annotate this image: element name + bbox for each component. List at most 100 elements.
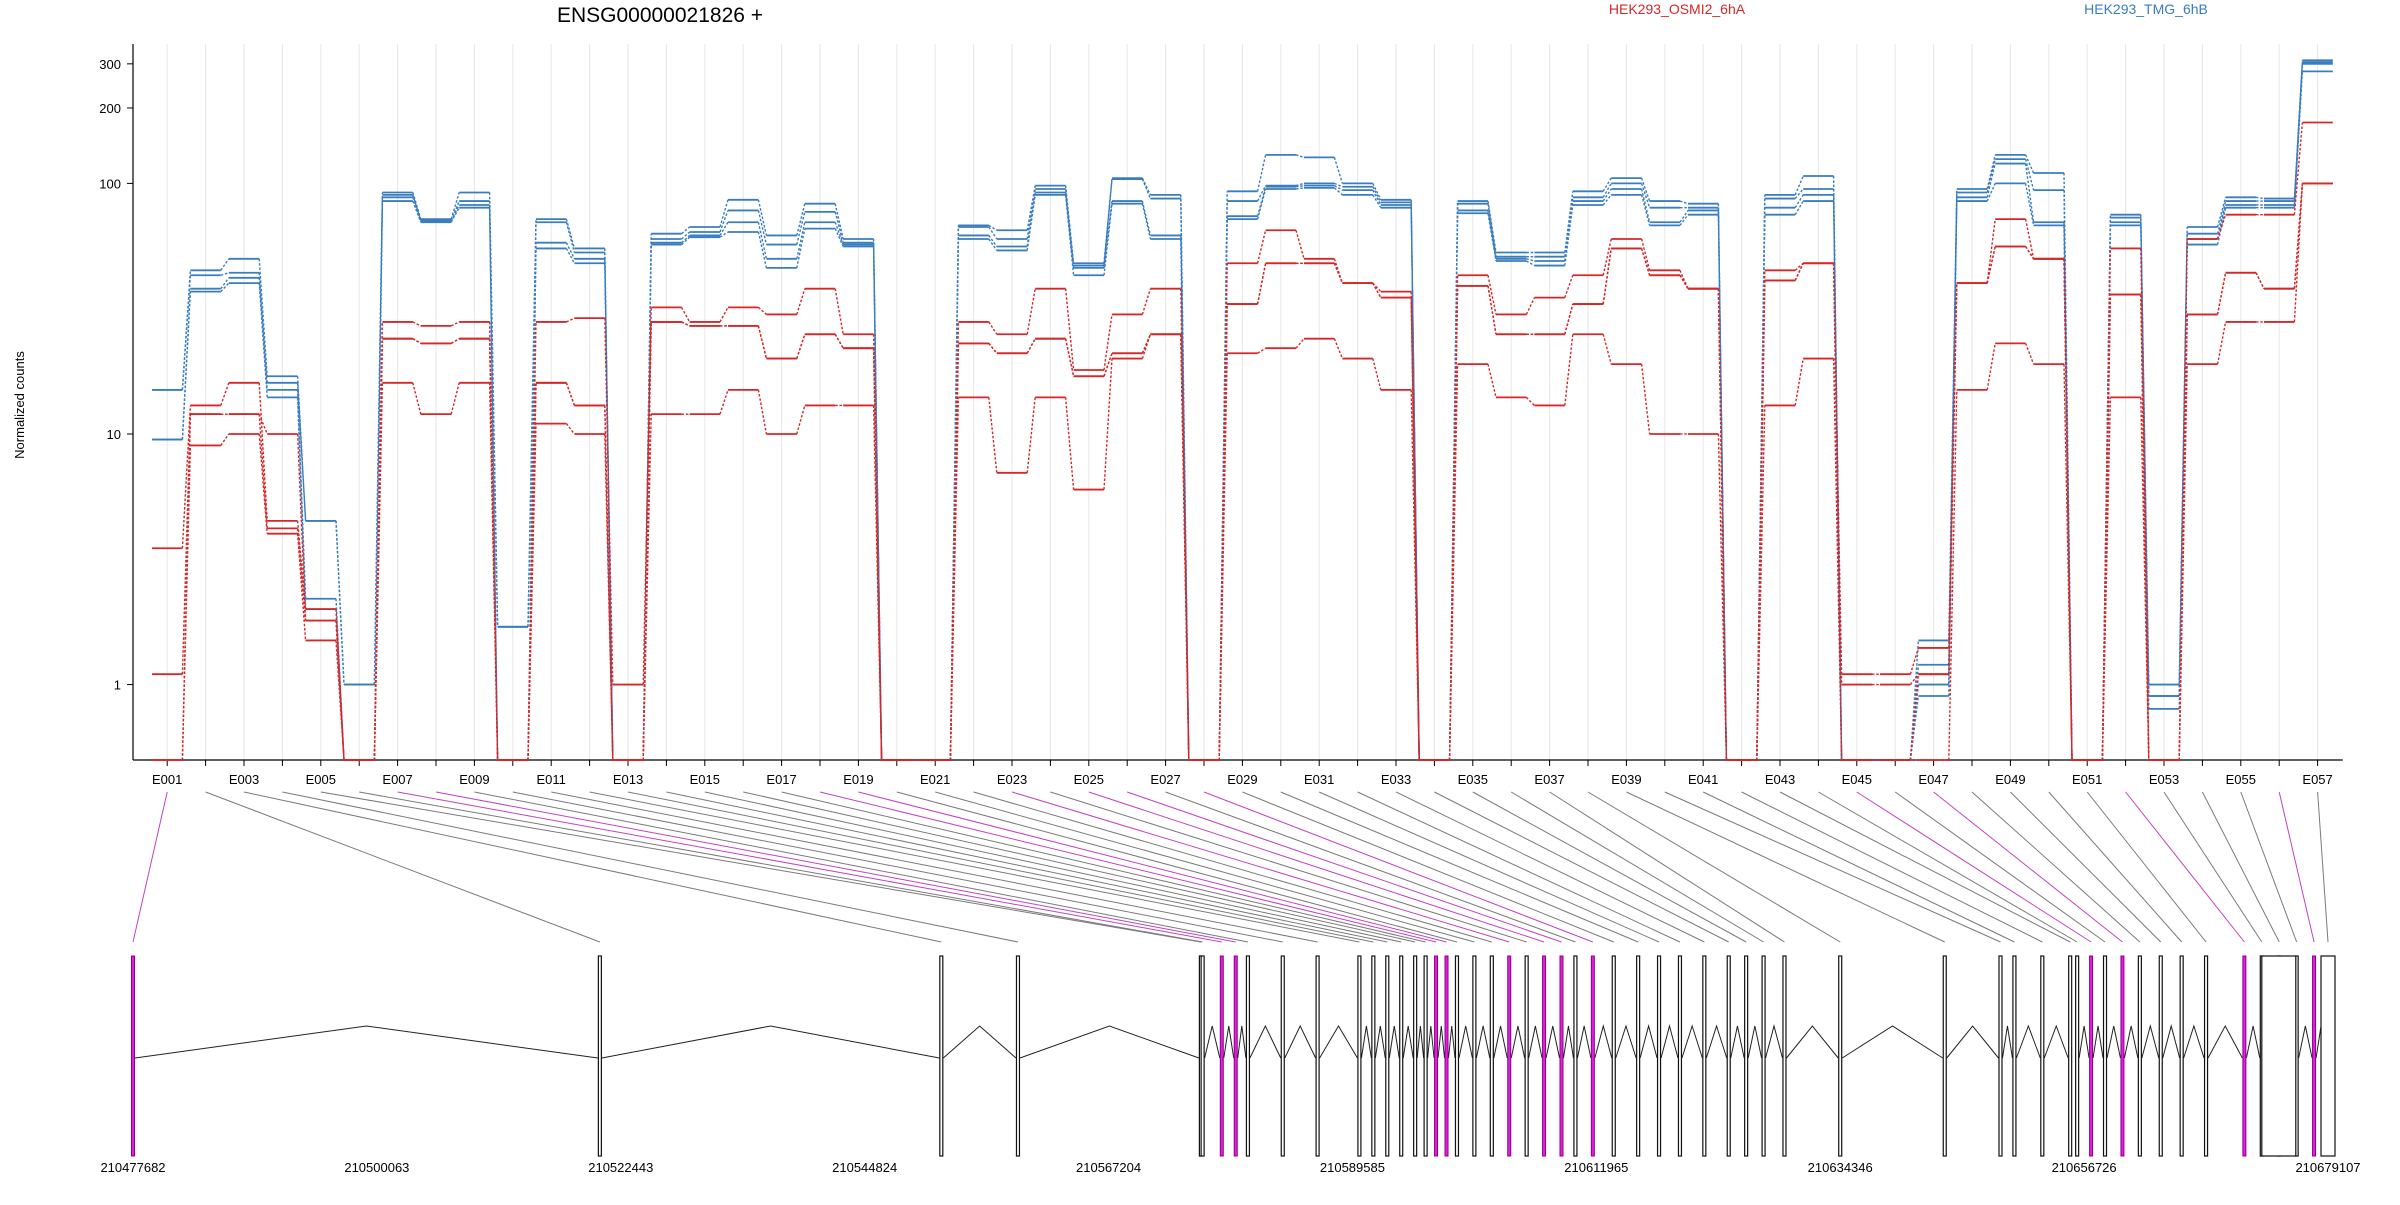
exon-box: [1454, 955, 1460, 1157]
series-connector: [757, 389, 768, 435]
series-connector: [796, 288, 806, 315]
chart-title: ENSG00000021826 +: [557, 4, 763, 27]
series-connector: [2024, 154, 2035, 174]
series-connector: [450, 207, 460, 223]
intron-line: [1615, 1024, 1637, 1059]
x-tick-label: E005: [306, 772, 336, 787]
series-connector: [1602, 248, 1612, 305]
series-connector: [2216, 321, 2227, 365]
intron-line: [2078, 1025, 2090, 1059]
series-connector: [565, 218, 576, 249]
x-tick-label: E023: [997, 772, 1027, 787]
exon-box: [1219, 955, 1224, 1157]
series-connector: [1986, 246, 1996, 284]
exon-box: [2012, 955, 2017, 1157]
series-connector: [450, 204, 460, 221]
series-connector: [680, 307, 691, 323]
series-connector: [681, 321, 690, 327]
intron-line: [1416, 1025, 1425, 1059]
series-connector: [1909, 647, 1920, 675]
x-tick-label: E043: [1765, 772, 1795, 787]
series-connector: [1180, 288, 1190, 761]
intron-line: [1730, 1025, 1745, 1059]
series-connector: [258, 414, 268, 529]
genomic-tick-label: 210567204: [1076, 1160, 1141, 1175]
exon-box: [2137, 955, 2142, 1157]
series-connector: [1909, 684, 1920, 761]
exon-map-line: [2125, 791, 2245, 943]
exon-box: [1399, 955, 1404, 1157]
intron-line: [2043, 1024, 2069, 1059]
series-connector: [2140, 225, 2150, 709]
exon-box: [1315, 955, 1320, 1157]
series-connector: [296, 382, 307, 521]
exon-box: [1761, 955, 1766, 1157]
series-connector: [1640, 188, 1651, 223]
exon-box: [1782, 955, 1787, 1157]
series-connector: [796, 222, 806, 259]
x-tick-label: E055: [2226, 772, 2256, 787]
series-connector: [1372, 186, 1382, 203]
exon-map-line: [1741, 791, 2043, 943]
exon-box: [1636, 955, 1641, 1157]
series-connector: [296, 533, 307, 641]
series-connector: [2024, 163, 2035, 223]
series-connector: [1602, 238, 1612, 276]
exon-map-line: [1779, 791, 2071, 943]
series-connector: [757, 222, 768, 259]
series-connector: [642, 307, 652, 685]
intron-line: [1448, 1025, 1456, 1059]
exon-map-line: [1933, 791, 2123, 943]
series-connector: [1794, 188, 1804, 200]
series-connector: [757, 325, 768, 359]
exon-map-line: [2086, 791, 2207, 943]
series-connector: [1640, 238, 1651, 271]
series-connector: [1602, 334, 1612, 365]
series-connector: [2293, 183, 2304, 289]
series-connector: [1948, 389, 1958, 761]
intron-line: [2183, 1024, 2205, 1059]
exon-box: [2040, 955, 2045, 1157]
series-connector: [1333, 263, 1344, 284]
series-connector: [296, 433, 307, 621]
series-connector: [2216, 272, 2227, 315]
series-connector: [1909, 673, 1919, 685]
exon-map-line: [781, 791, 1426, 943]
series-connector: [450, 338, 460, 344]
series-connector: [1602, 188, 1612, 202]
exon-map-line: [320, 791, 1201, 943]
exon-box: [131, 955, 135, 1157]
series-connector: [2063, 258, 2073, 761]
series-connector: [1756, 280, 1766, 761]
exon-map-line: [551, 791, 1318, 943]
intron-line: [1660, 1024, 1679, 1059]
series-connector: [1487, 285, 1497, 335]
exon-box: [1413, 955, 1418, 1157]
series-connector: [1064, 288, 1075, 371]
series-connector: [1679, 214, 1689, 226]
exon-map-line: [282, 791, 1019, 943]
series-connector: [1602, 183, 1612, 198]
exon-box: [1200, 955, 1205, 1157]
series-connector: [604, 433, 614, 761]
y-tick-label: 200: [99, 101, 121, 116]
exon-box: [1677, 955, 1683, 1157]
intron-line: [2123, 1025, 2139, 1059]
series-connector: [488, 382, 499, 761]
series-connector: [757, 210, 768, 245]
x-tick-label: E049: [1995, 772, 2025, 787]
exon-map-line: [1318, 791, 1660, 943]
series-connector: [335, 520, 345, 685]
x-tick-label: E057: [2302, 772, 2332, 787]
gene-model-track: 210477682 210500063 210522443 210544824 2105…: [100, 955, 2361, 1175]
exon-box: [597, 955, 602, 1157]
intron-line: [1681, 1024, 1703, 1059]
exon-map-line: [666, 791, 1388, 943]
series-connector: [1295, 338, 1305, 349]
series-connector: [1257, 347, 1266, 354]
exon-box: [1280, 955, 1285, 1157]
series-connector: [412, 321, 422, 327]
exon-box: [2075, 955, 2080, 1157]
exon-box: [1444, 955, 1449, 1157]
